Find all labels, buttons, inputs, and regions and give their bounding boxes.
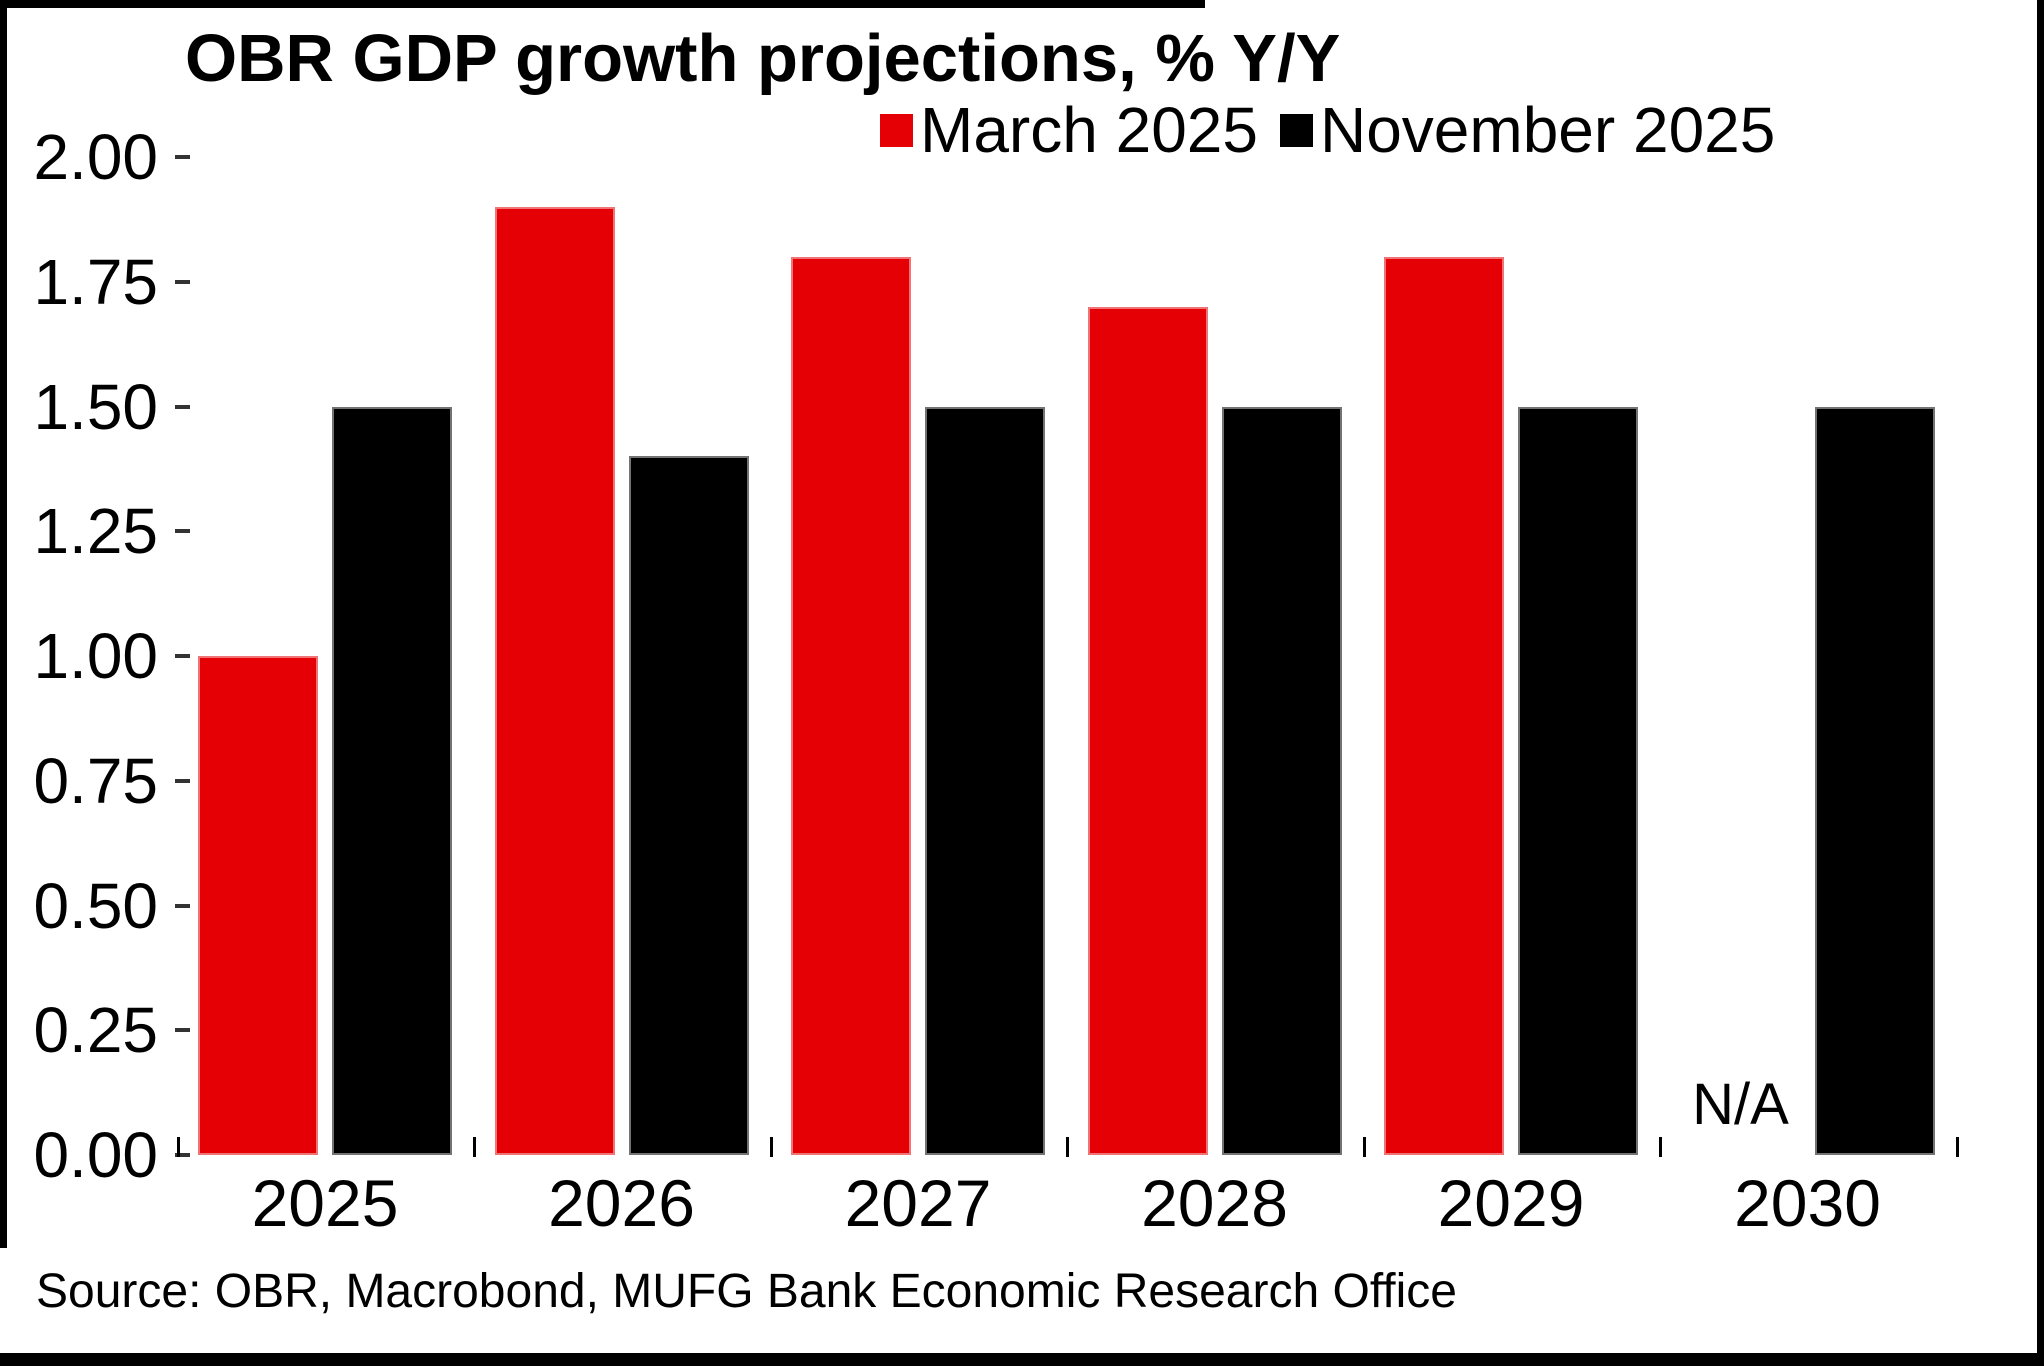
frame-border-bottom bbox=[0, 1353, 2044, 1366]
y-tick-label-1-25: 1.25 bbox=[33, 495, 158, 568]
y-tick-mark-0-50 bbox=[175, 903, 190, 908]
y-tick-mark-0-00 bbox=[175, 1153, 190, 1157]
x-tick-mark-1 bbox=[473, 1137, 476, 1157]
y-tick-mark-1-25 bbox=[175, 529, 190, 534]
bar-november-2025-2028 bbox=[1221, 406, 1342, 1155]
legend-item-march-2025: March 2025 bbox=[880, 98, 1258, 162]
bar-november-2025-2025 bbox=[332, 406, 452, 1155]
y-tick-label-0-75: 0.75 bbox=[33, 744, 158, 817]
x-tick-label-2029: 2029 bbox=[1437, 1166, 1585, 1240]
chart-legend: March 2025 November 2025 bbox=[880, 98, 1775, 162]
x-tick-mark-3 bbox=[1066, 1137, 1069, 1157]
frame-border-right bbox=[2037, 0, 2044, 1366]
y-tick-mark-1-00 bbox=[175, 654, 190, 658]
x-tick-mark-4 bbox=[1362, 1137, 1366, 1157]
x-tick-mark-2 bbox=[769, 1137, 773, 1157]
bar-march-2025-2029 bbox=[1384, 256, 1504, 1155]
y-tick-label-0-50: 0.50 bbox=[33, 869, 158, 942]
frame-border-left bbox=[0, 0, 7, 1248]
bar-november-2025-2030 bbox=[1814, 406, 1935, 1155]
y-tick-mark-2-00 bbox=[175, 155, 190, 159]
y-tick-mark-0-25 bbox=[175, 1028, 190, 1033]
x-tick-label-2027: 2027 bbox=[844, 1166, 992, 1240]
bar-march-2025-2025 bbox=[198, 656, 318, 1155]
bar-march-2025-2027 bbox=[791, 256, 911, 1155]
y-tick-label-2-00: 2.00 bbox=[33, 121, 158, 193]
x-tick-label-2028: 2028 bbox=[1141, 1166, 1288, 1240]
bar-november-2025-2026 bbox=[628, 456, 749, 1155]
x-tick-mark-6 bbox=[1955, 1137, 1959, 1157]
x-tick-label-2025: 2025 bbox=[251, 1166, 399, 1240]
legend-swatch-november-2025 bbox=[1279, 113, 1313, 147]
y-tick-mark-1-75 bbox=[175, 279, 190, 284]
x-tick-label-2030: 2030 bbox=[1734, 1166, 1881, 1240]
y-tick-label-0-25: 0.25 bbox=[33, 994, 158, 1067]
bar-november-2025-2027 bbox=[925, 406, 1045, 1155]
na-label-march-2025-2030: N/A bbox=[1692, 1072, 1789, 1137]
y-tick-label-1-00: 1.00 bbox=[33, 620, 158, 692]
bar-november-2025-2029 bbox=[1518, 406, 1638, 1155]
x-tick-mark-0 bbox=[176, 1137, 180, 1157]
source-note: Source: OBR, Macrobond, MUFG Bank Econom… bbox=[36, 1265, 1457, 1318]
x-tick-mark-5 bbox=[1659, 1137, 1662, 1157]
legend-item-november-2025: November 2025 bbox=[1279, 94, 1776, 166]
legend-label-november-2025: November 2025 bbox=[1319, 94, 1776, 166]
y-tick-label-0-00: 0.00 bbox=[33, 1119, 158, 1191]
chart-title: OBR GDP growth projections, % Y/Y bbox=[185, 21, 1341, 96]
y-tick-mark-1-50 bbox=[175, 404, 190, 409]
y-tick-label-1-75: 1.75 bbox=[33, 245, 158, 318]
legend-label-march-2025: March 2025 bbox=[920, 94, 1258, 166]
bar-march-2025-2028 bbox=[1087, 306, 1208, 1155]
y-tick-mark-0-75 bbox=[175, 778, 190, 783]
frame-border-top bbox=[0, 0, 1205, 8]
y-tick-label-1-50: 1.50 bbox=[33, 370, 158, 443]
legend-swatch-march-2025 bbox=[880, 113, 913, 147]
x-tick-label-2026: 2026 bbox=[548, 1166, 695, 1240]
bar-march-2025-2026 bbox=[494, 206, 615, 1155]
